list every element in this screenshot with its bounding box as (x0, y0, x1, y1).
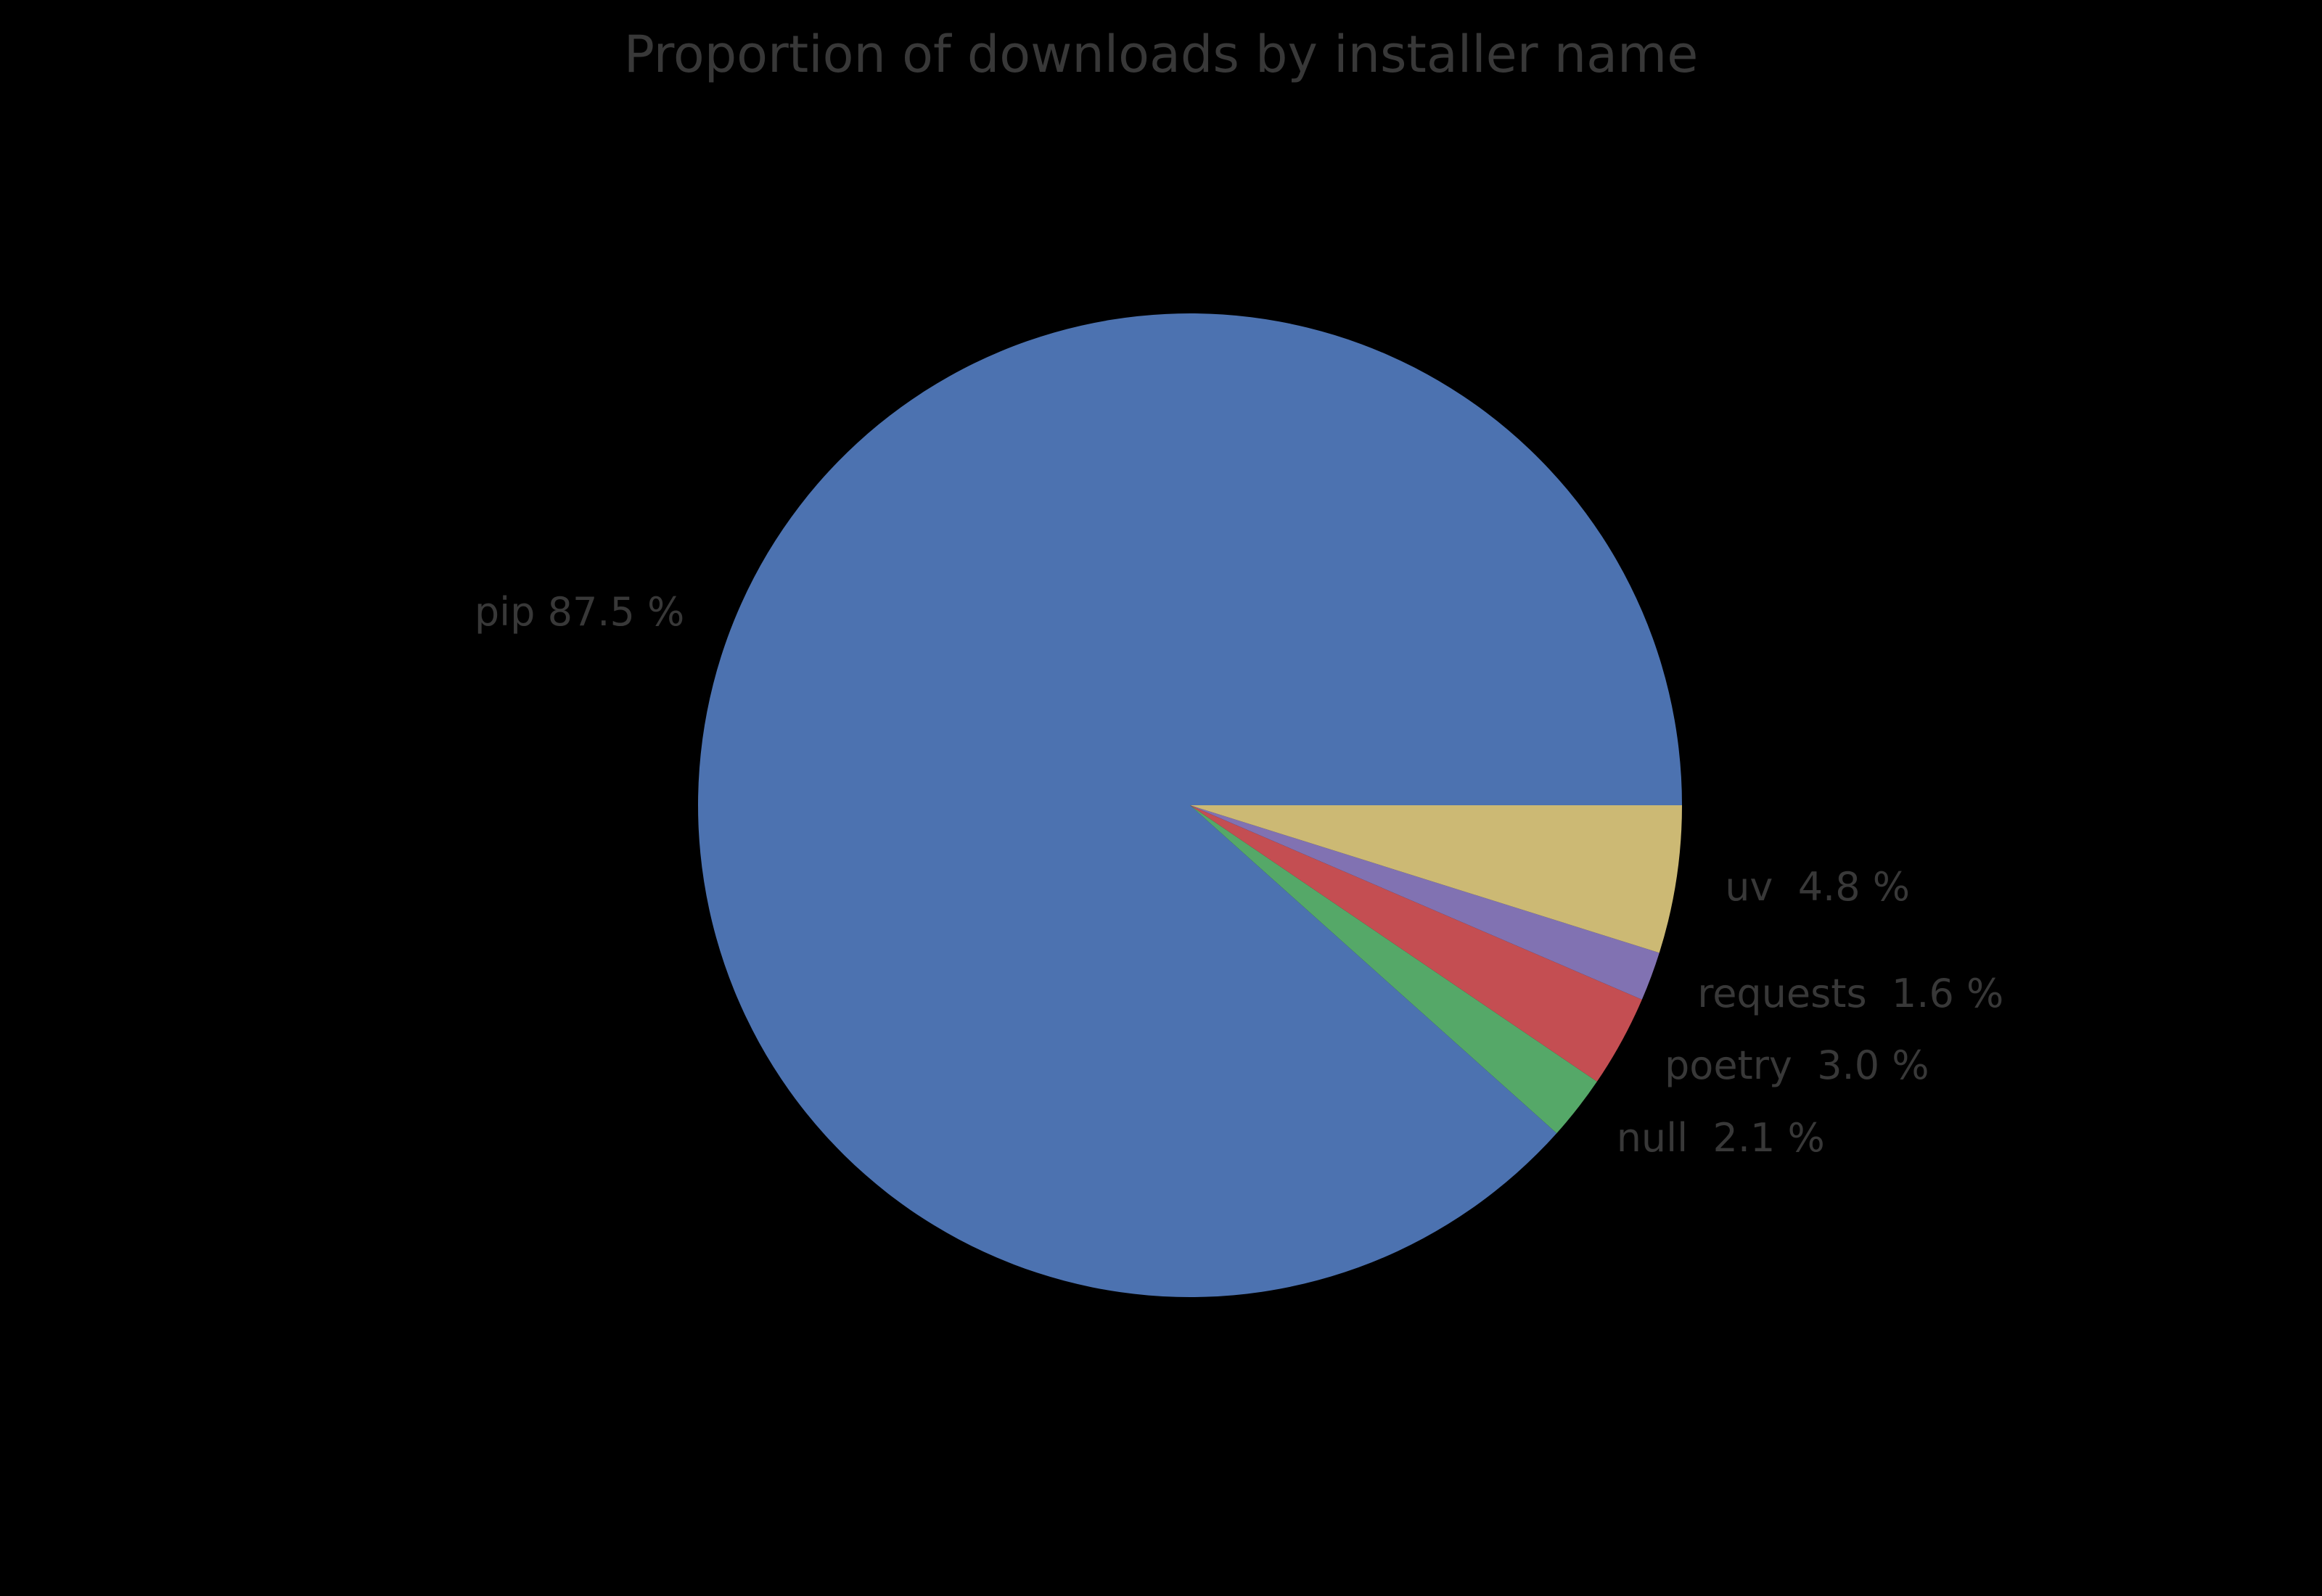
pie-slice-requests (1190, 805, 1660, 1000)
pie-label-poetry: poetry 3.0 % (1665, 1042, 1929, 1088)
pie-slice-poetry (1190, 805, 1642, 1082)
pie-label-uv: uv 4.8 % (1725, 864, 1911, 910)
chart-title: Proportion of downloads by installer nam… (623, 25, 1699, 84)
pie-label-requests: requests 1.6 % (1697, 970, 2004, 1016)
pie-slice-uv (1190, 805, 1682, 953)
pie-slice-pip (697, 313, 1683, 1298)
pie-label-null: null 2.1 % (1616, 1115, 1825, 1161)
pie-slice-null (1190, 805, 1597, 1134)
pie-label-pip: pip 87.5 % (474, 588, 685, 635)
